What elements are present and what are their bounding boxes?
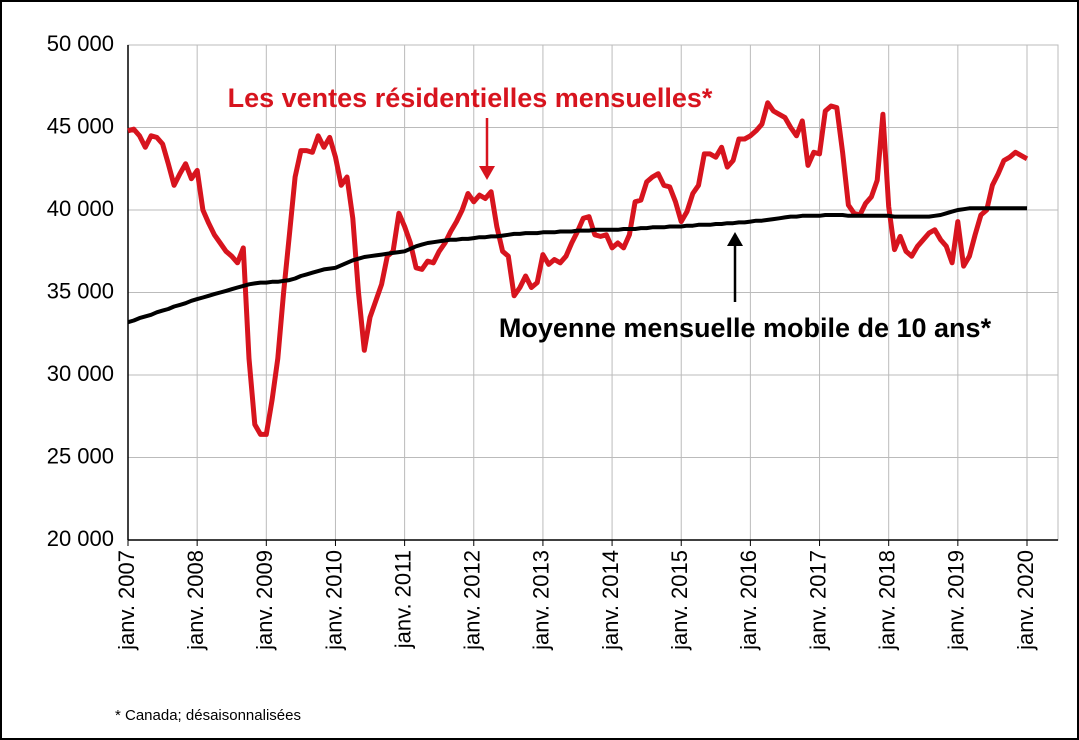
x-tick-label: janv. 2008 — [183, 550, 208, 651]
x-tick-label: janv. 2016 — [736, 550, 761, 651]
x-tick-label: janv. 2014 — [598, 550, 623, 651]
y-tick-label: 35 000 — [47, 278, 114, 303]
y-tick-label: 25 000 — [47, 443, 114, 468]
series-label: Moyenne mensuelle mobile de 10 ans* — [499, 313, 992, 343]
x-tick-label: janv. 2018 — [875, 550, 900, 651]
footnote: * Canada; désaisonnalisées — [115, 707, 301, 724]
x-tick-label: janv. 2017 — [805, 550, 830, 651]
y-tick-label: 30 000 — [47, 361, 114, 386]
y-tick-label: 40 000 — [47, 196, 114, 221]
series-label: Les ventes résidentielles mensuelles* — [228, 83, 713, 113]
x-tick-label: janv. 2019 — [944, 550, 969, 651]
x-tick-label: janv. 2011 — [390, 550, 415, 649]
x-tick-label: janv. 2020 — [1013, 550, 1038, 651]
arrow-head — [479, 166, 495, 180]
x-tick-label: janv. 2012 — [460, 550, 485, 651]
series-line — [127, 206, 1027, 325]
x-tick-label: janv. 2007 — [114, 550, 139, 651]
x-tick-label: janv. 2009 — [252, 550, 277, 651]
y-tick-label: 45 000 — [47, 113, 114, 138]
x-tick-label: janv. 2010 — [321, 550, 346, 651]
x-tick-label: janv. 2013 — [529, 550, 554, 651]
y-tick-label: 50 000 — [47, 31, 114, 56]
x-tick-label: janv. 2015 — [667, 550, 692, 651]
y-tick-label: 20 000 — [47, 526, 114, 551]
arrow-head — [727, 232, 743, 246]
